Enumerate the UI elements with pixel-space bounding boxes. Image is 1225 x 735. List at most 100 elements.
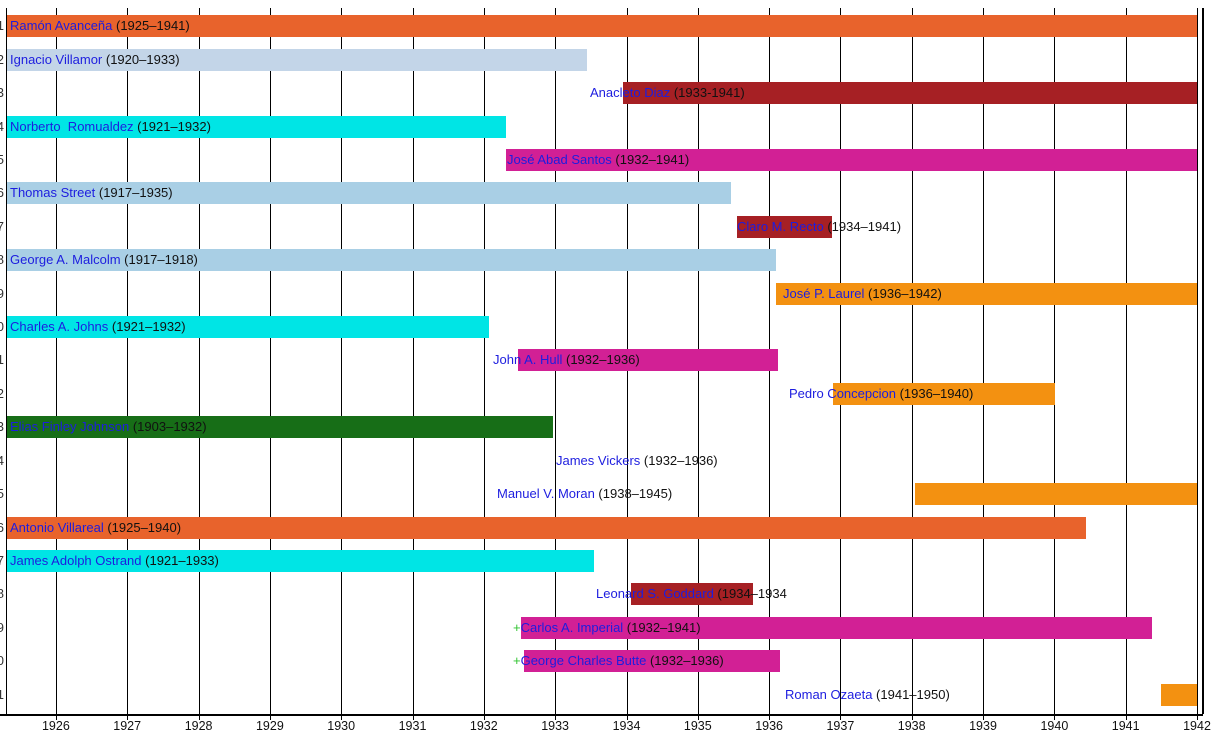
gridline-1929 — [269, 8, 271, 714]
row-number-3: 3 — [0, 85, 4, 100]
x-tick-1927 — [127, 714, 129, 720]
row-label-13: Elias Finley Johnson (1903–1932) — [10, 416, 207, 438]
x-tick-1942 — [1197, 714, 1198, 720]
row-label-2: Ignacio Villamor (1920–1933) — [10, 49, 180, 71]
timeline-bar-2 — [6, 48, 588, 71]
timeline-bar-10 — [6, 316, 489, 338]
tenure-dates: (1932–1936) — [649, 653, 724, 669]
row-number-7: 7 — [0, 218, 4, 234]
x-tick-label-1937: 1937 — [826, 719, 855, 733]
x-tick-label-1942: 1942 — [1183, 719, 1211, 733]
x-tick-1931 — [412, 714, 414, 720]
row-number-4: 4 — [0, 118, 4, 134]
person-name: Ignacio Villamor — [10, 51, 106, 67]
x-tick-1937 — [840, 714, 842, 720]
timeline-bar-21 — [1160, 683, 1197, 706]
timeline-bar-13 — [6, 416, 553, 439]
tenure-dates: (1941–1950) — [876, 686, 950, 702]
timeline-bar-19 — [520, 616, 1153, 639]
row-label-3: Anacleto Diaz (1933-1941) — [590, 82, 745, 104]
row-number-6: 6 — [0, 185, 4, 201]
row-number-14: 14 — [0, 452, 4, 468]
x-tick-label-1932: 1932 — [469, 719, 498, 733]
row-number-2: 2 — [0, 51, 4, 67]
x-tick-label-1929: 1929 — [255, 719, 284, 733]
row-label-10: Charles A. Johns (1921–1932) — [10, 316, 186, 338]
row-number-11: 11 — [0, 352, 4, 368]
person-name: George A. Malcolm — [10, 252, 125, 268]
row-label-18: Leonard S. Goddard (1934–1934 — [596, 583, 787, 605]
tenure-dates: (1925–1940) — [107, 519, 182, 535]
x-tick-1934 — [626, 714, 628, 720]
tenure-dates: (1917–1918) — [124, 252, 198, 268]
person-name: Roman Ozaeta — [785, 686, 877, 702]
x-tick-1926 — [55, 714, 57, 720]
x-tick-label-1931: 1931 — [398, 719, 427, 733]
gridline-1937 — [840, 8, 842, 714]
person-name: James Vickers — [556, 452, 644, 468]
tenure-dates: (1938–1945) — [598, 486, 673, 502]
tenure-dates: (1921–1932) — [137, 118, 211, 134]
x-tick-label-1927: 1927 — [113, 719, 142, 733]
person-name: Antonio Villareal — [10, 519, 108, 535]
row-number-16: 16 — [0, 519, 4, 535]
person-name: Norberto Romualdez — [10, 118, 138, 134]
person-name: George Charles Butte — [520, 653, 650, 669]
x-tick-label-1941: 1941 — [1111, 719, 1140, 733]
right-border-line — [1202, 8, 1204, 714]
gridline-1928 — [198, 8, 200, 714]
x-tick-label-1934: 1934 — [612, 719, 641, 733]
y-axis-line — [6, 8, 7, 714]
x-tick-label-1936: 1936 — [755, 719, 783, 733]
person-name: James Adolph Ostrand — [10, 552, 146, 568]
row-number-10: 10 — [0, 319, 4, 334]
gridline-1938 — [911, 8, 913, 714]
x-tick-1938 — [911, 714, 913, 720]
timeline-bar-12 — [833, 382, 1056, 405]
x-tick-label-1930: 1930 — [327, 719, 356, 733]
tenure-dates: (1936–1942) — [868, 285, 942, 301]
person-name: Anacleto Diaz — [590, 85, 674, 100]
x-tick-label-1935: 1935 — [683, 719, 712, 733]
tenure-dates: (1936–1940) — [899, 385, 974, 401]
x-tick-label-1928: 1928 — [184, 719, 213, 733]
x-tick-1935 — [697, 714, 699, 720]
row-number-1: 1 — [0, 18, 4, 34]
row-label-11: John A. Hull (1932–1936) — [493, 349, 640, 371]
row-number-21: 21 — [0, 686, 4, 702]
tenure-dates: (1932–1941) — [615, 151, 690, 167]
timeline-bar-4 — [6, 115, 506, 138]
row-label-16: Antonio Villareal (1925–1940) — [10, 517, 181, 539]
timeline-bar-6 — [6, 182, 731, 205]
gridline-1932 — [483, 8, 485, 714]
gridline-1942 — [1197, 8, 1198, 714]
timeline-bar-20 — [523, 650, 780, 673]
row-number-19: 19 — [0, 619, 4, 635]
row-label-1: Ramón Avanceña (1925–1941) — [10, 15, 190, 37]
timeline-bar-15 — [915, 483, 1197, 506]
timeline-bar-1 — [6, 15, 1197, 38]
person-name: Elias Finley Johnson — [10, 419, 133, 435]
timeline-bar-9 — [776, 282, 1197, 305]
tenure-dates: (1920–1933) — [105, 51, 180, 67]
row-number-9: 9 — [0, 285, 4, 301]
plus-marker: + — [513, 619, 521, 635]
person-name: Leonard S. Goddard — [596, 586, 718, 602]
x-tick-label-1939: 1939 — [969, 719, 997, 733]
tenure-dates: (1921–1933) — [145, 552, 219, 568]
row-label-8: George A. Malcolm (1917–1918) — [10, 249, 198, 271]
x-tick-1928 — [198, 714, 200, 720]
tenure-dates: (1932–1936) — [643, 452, 718, 468]
row-label-12: Pedro Concepcion (1936–1940) — [789, 383, 973, 405]
gridline-1930 — [341, 8, 343, 714]
row-number-17: 17 — [0, 552, 4, 568]
tenure-dates: (1932–1936) — [566, 352, 640, 368]
row-number-12: 12 — [0, 385, 4, 401]
tenure-dates: (1903–1932) — [132, 419, 207, 435]
timeline-bar-17 — [6, 549, 594, 572]
row-label-4: Norberto Romualdez (1921–1932) — [10, 116, 211, 138]
row-number-8: 8 — [0, 252, 4, 268]
tenure-dates: (1934–1941) — [827, 218, 902, 234]
x-tick-1933 — [555, 714, 557, 720]
